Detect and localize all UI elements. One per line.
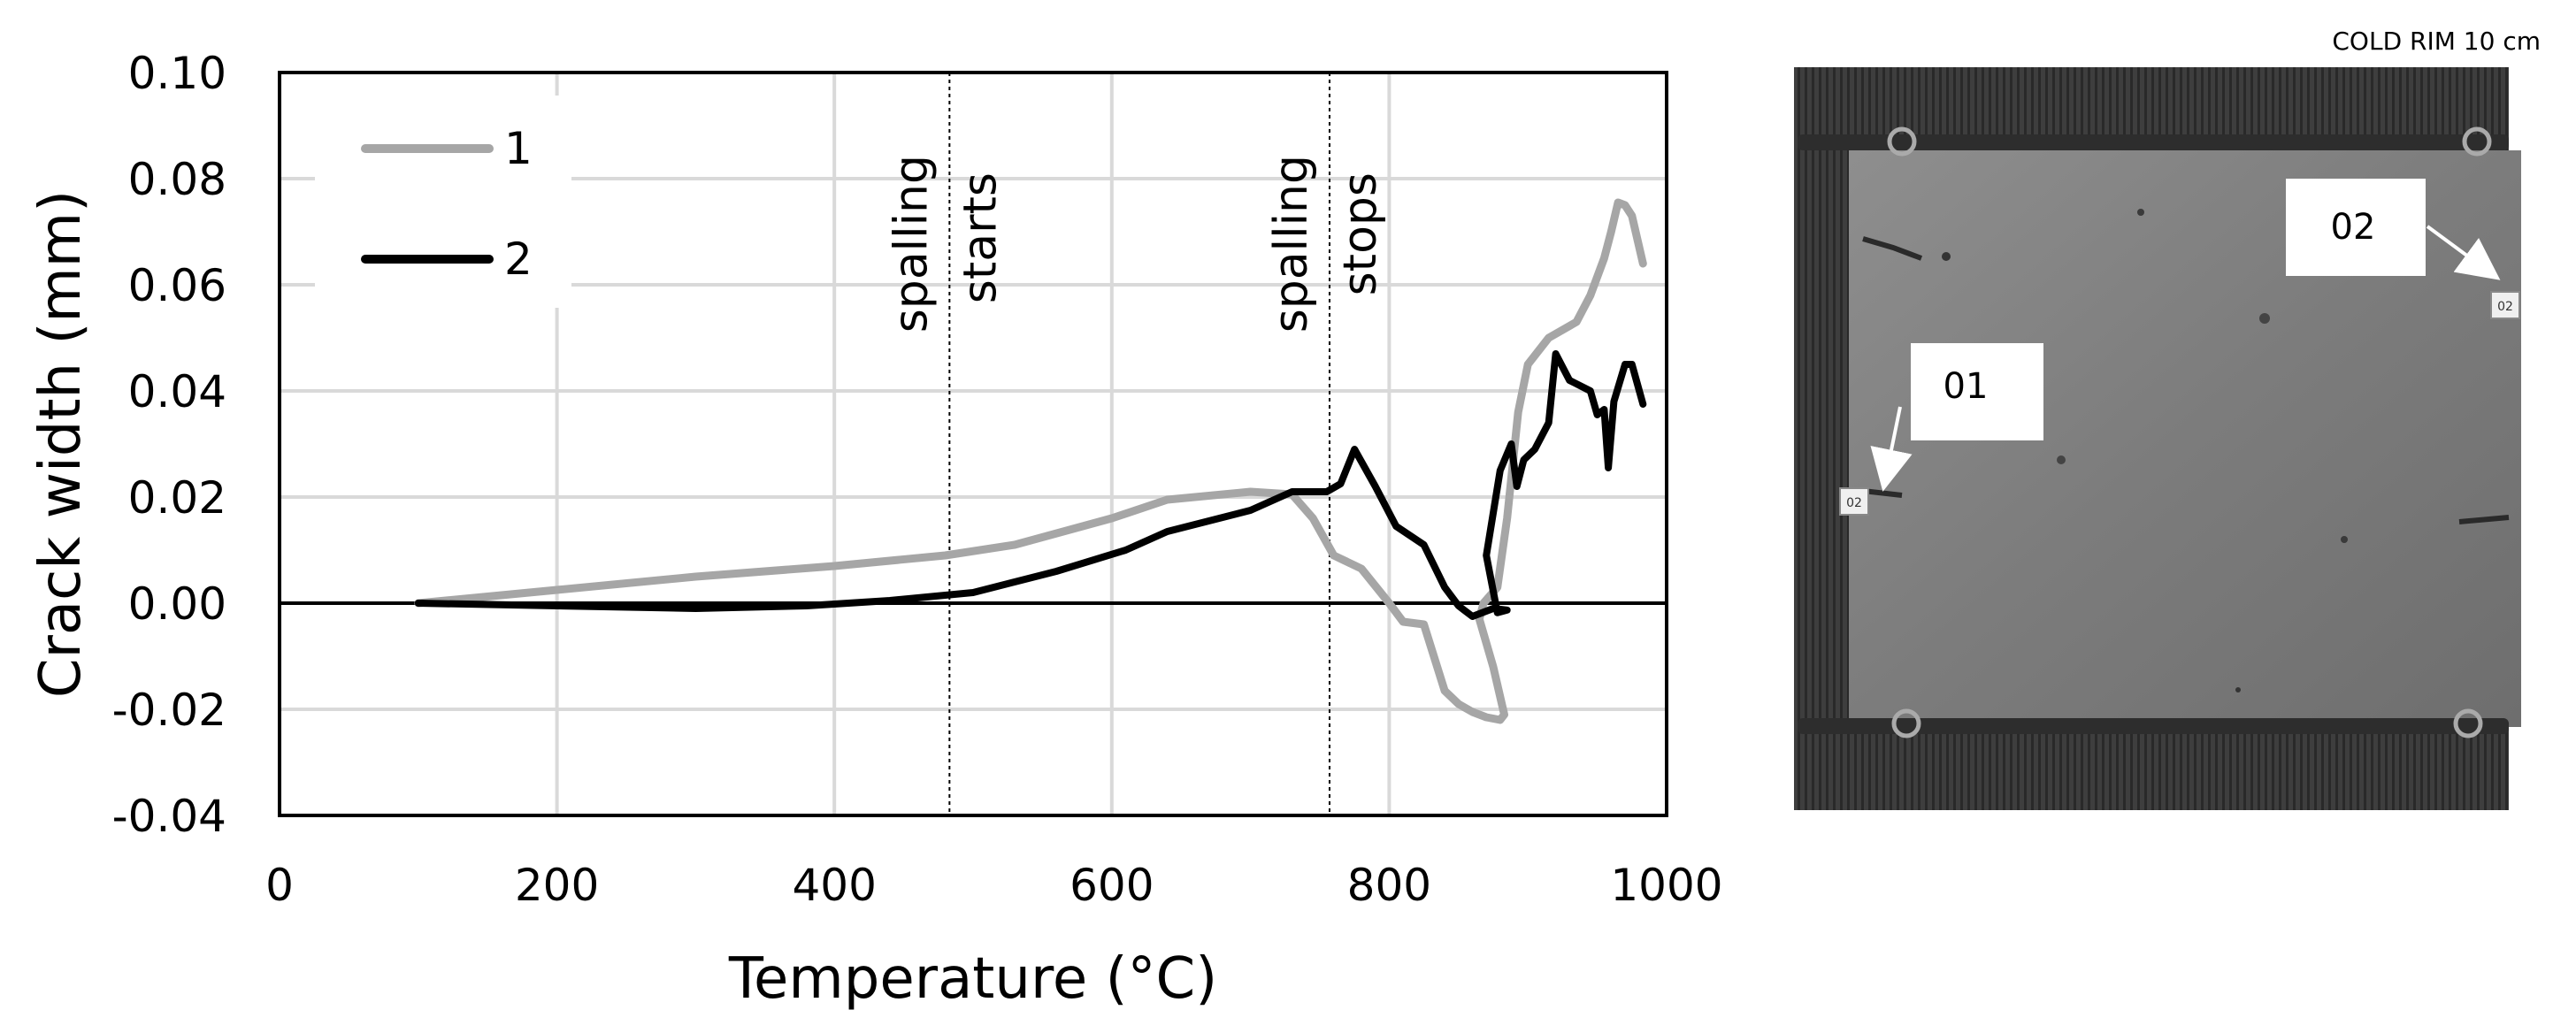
y-tick-label: 0.06 <box>128 260 226 311</box>
series-line-2 <box>414 350 1647 620</box>
series-line-1 <box>414 198 1647 724</box>
y-axis-ticks: -0.04 -0.02 0.00 0.02 0.04 0.06 0.08 0.10 <box>112 48 226 842</box>
x-tick-label: 800 <box>1347 860 1431 911</box>
spalling-label-line2: stops <box>1334 172 1387 295</box>
y-tick-label: -0.04 <box>112 791 226 842</box>
y-tick-label: 0.00 <box>128 578 226 630</box>
y-tick-label: -0.02 <box>112 685 226 736</box>
x-tick-label: 200 <box>515 860 599 911</box>
legend-background <box>315 96 571 308</box>
legend-label-2: 2 <box>504 233 533 285</box>
spalling-label-line2: starts <box>954 172 1007 303</box>
y-tick-label: 0.08 <box>128 154 226 205</box>
spalling-label-line1: spalling <box>1265 155 1318 333</box>
x-tick-label: 400 <box>792 860 876 911</box>
y-tick-label: 0.04 <box>128 366 226 417</box>
x-axis-label: Temperature (°C) <box>728 946 1217 1012</box>
y-axis-label: Crack width (mm) <box>28 190 94 698</box>
x-tick-label: 1000 <box>1610 860 1722 911</box>
chart-background <box>0 0 1734 1033</box>
chart-series <box>414 198 1647 724</box>
legend-label-1: 1 <box>504 123 533 174</box>
x-tick-label: 0 <box>265 860 294 911</box>
legend: 12 <box>315 96 571 308</box>
spalling-markers: spalling starts spalling stops <box>885 73 1387 815</box>
x-axis-ticks: 0 200 400 600 800 1000 <box>265 860 1723 911</box>
plot-frame <box>278 71 1668 817</box>
y-tick-label: 0.02 <box>128 472 226 524</box>
y-tick-label: 0.10 <box>128 48 226 99</box>
x-tick-label: 600 <box>1070 860 1154 911</box>
spalling-label-line1: spalling <box>885 155 938 333</box>
